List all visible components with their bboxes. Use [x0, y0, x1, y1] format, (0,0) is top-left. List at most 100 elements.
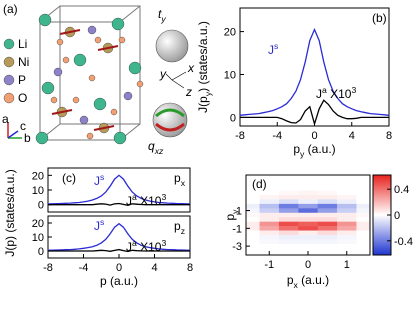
heatmap-cell: [246, 243, 260, 249]
heatmap-cell: [337, 212, 357, 218]
heatmap-cell: [337, 181, 357, 187]
heatmap-cell: [337, 208, 357, 214]
heatmap-cell: [246, 235, 260, 240]
y-tick-label: 0: [38, 200, 44, 212]
heatmap-cell: [259, 195, 280, 200]
text-part: p: [174, 219, 181, 233]
heatmap-cell: [317, 217, 338, 222]
y-axis-label: J(p) (states/a.u.): [3, 169, 17, 256]
text-part: y: [230, 209, 240, 214]
heatmap-cell: [259, 221, 280, 227]
panel-label: (b): [372, 11, 387, 25]
heatmap-cell: [317, 181, 338, 187]
y-tick-label: -1: [232, 223, 242, 235]
heatmap-cell: [259, 203, 280, 209]
heatmap-cell: [317, 252, 338, 255]
heatmap-cell: [246, 217, 260, 222]
heatmap-cell: [259, 217, 280, 222]
heatmap-cell: [278, 195, 299, 200]
heatmap-cell: [278, 230, 299, 236]
heatmap-cell: [298, 199, 318, 205]
heatmap-cell: [337, 221, 357, 227]
heatmap-cell: [337, 248, 357, 254]
text-part: p: [174, 171, 181, 185]
heatmap-cell: [298, 235, 318, 240]
text-part: s: [274, 41, 278, 51]
heatmap-cell: [317, 230, 338, 236]
heatmap-cell: [337, 230, 357, 236]
heatmap-cell: [298, 186, 318, 191]
heatmap-cell: [298, 239, 318, 245]
heatmap-cell: [278, 203, 299, 209]
heatmap-cell: [278, 239, 299, 245]
x-tick-label: 1: [344, 259, 350, 271]
heatmap-cell: [278, 212, 299, 218]
heatmap-cell: [298, 203, 318, 209]
heatmap-cell: [278, 221, 299, 227]
heatmap-cell: [259, 226, 280, 231]
text-part: ) (states/a.u.): [196, 21, 210, 92]
heatmap-cell: [356, 239, 370, 245]
text-part: y: [300, 149, 305, 159]
heatmap-cell: [298, 221, 318, 227]
heatmap-cell: [278, 243, 299, 249]
series-line: [47, 174, 191, 205]
text-part: a: [132, 238, 137, 248]
text-part: x: [294, 280, 299, 290]
text-part: J: [126, 240, 132, 254]
heatmap-cell: [246, 208, 260, 214]
heatmap-cell: [356, 235, 370, 240]
heatmap-cell: [337, 203, 357, 209]
axis-letter: a: [2, 112, 9, 126]
heatmap-cell: [259, 239, 280, 245]
heatmap-cell: [317, 199, 338, 205]
text-part: t: [158, 7, 162, 21]
heatmap-cell: [356, 221, 370, 227]
text-part: J: [94, 174, 100, 188]
x-tick-label: 0: [116, 262, 122, 274]
legend-label: Ni: [18, 55, 29, 69]
series-label: Ja X103: [126, 238, 166, 254]
text-part: p: [223, 214, 237, 221]
heatmap-cell: [278, 226, 299, 231]
orbital-spheres: [152, 29, 189, 138]
heatmap-cell: [337, 186, 357, 191]
text-part: y: [160, 14, 166, 24]
heatmap-cell: [259, 186, 280, 191]
text-part: J: [126, 194, 132, 208]
heatmap-cell: [317, 226, 338, 231]
heatmap-cell: [246, 181, 260, 187]
heatmap-cell: [278, 235, 299, 240]
text-part: X10: [137, 240, 162, 254]
series-line: [240, 99, 389, 127]
heatmap-cell: [356, 217, 370, 222]
text-part: X10: [327, 87, 352, 101]
heatmap-cell: [278, 208, 299, 214]
heatmap-cell: [356, 226, 370, 231]
heatmap-cell: [337, 239, 357, 245]
x-axis-label: py (a.u.): [293, 142, 335, 159]
series-line: [48, 202, 190, 206]
heatmap-cell: [246, 190, 260, 196]
x-tick-label: 4: [349, 130, 355, 142]
heatmap-cell: [298, 208, 318, 214]
heatmap-cell: [356, 252, 370, 255]
heatmap-cell: [337, 235, 357, 240]
text-part: z: [181, 226, 185, 236]
heatmap-cell: [317, 221, 338, 227]
heatmap-cell: [317, 186, 338, 191]
x-tick-label: -8: [43, 262, 53, 274]
heatmap-cell: [298, 217, 318, 222]
heatmap-cell: [317, 248, 338, 254]
panel-label: (a): [3, 2, 18, 16]
orbital-label: qxz: [148, 139, 164, 156]
text-part: a: [132, 192, 137, 202]
y-tick-label: 10: [224, 70, 236, 82]
heatmap-cell: [317, 190, 338, 196]
plot-frame: [47, 215, 191, 259]
heatmap-cell: [259, 199, 280, 205]
series-label: Js: [94, 217, 104, 233]
heatmap-cell: [259, 190, 280, 196]
heatmap-cell: [278, 181, 299, 187]
